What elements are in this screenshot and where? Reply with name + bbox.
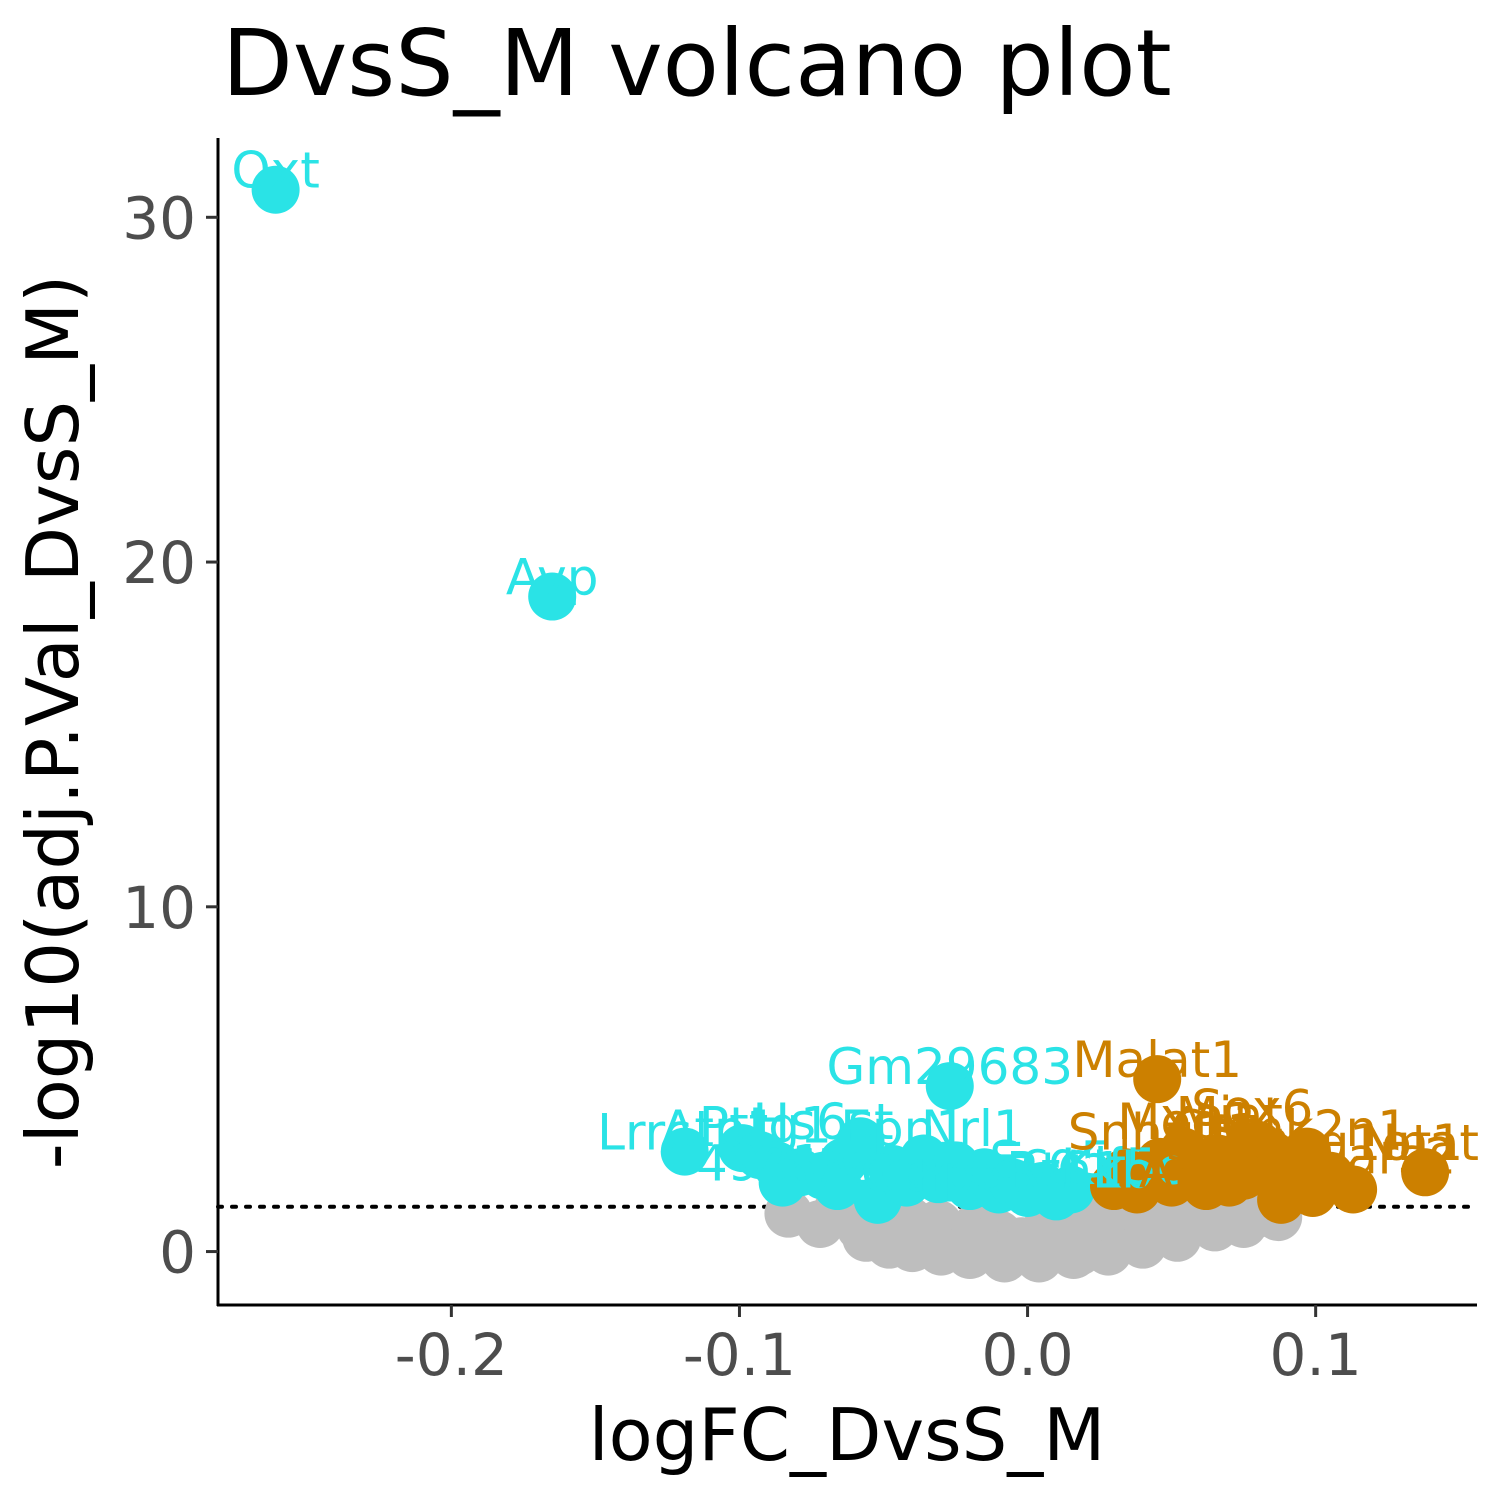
data-point-down (528, 572, 577, 621)
gene-label: Nnat (1360, 1114, 1479, 1172)
x-tick-label: 0.0 (981, 1321, 1073, 1389)
gene-label: Sox6 (1191, 1079, 1313, 1137)
data-point-down (660, 1127, 709, 1176)
gene-label: Epn1 (840, 1100, 967, 1158)
data-point-ns (902, 1206, 951, 1255)
gene-label: Avp (506, 549, 599, 607)
gene-label: Meg3 (1117, 1093, 1254, 1151)
y-axis-title: -log10(adj.P.Val_DvsS_M) (11, 275, 95, 1170)
data-point-up (1401, 1148, 1450, 1197)
gene-label: Xist (1159, 1097, 1253, 1155)
gene-label: Miat (1176, 1086, 1283, 1144)
x-tick-label: -0.1 (683, 1321, 796, 1389)
data-point-ns (1015, 1234, 1064, 1283)
gene-label: Ppp3r1 (913, 1145, 1091, 1203)
y-tick-label: 10 (122, 874, 196, 942)
data-point-down (836, 1117, 885, 1166)
data-point-down (1046, 1165, 1095, 1214)
gene-label: 4632 (754, 1138, 881, 1196)
gene-label: Scg5 (989, 1131, 1112, 1189)
data-point-down (925, 1062, 974, 1111)
gene-label: 4931 (696, 1135, 823, 1193)
data-point-down (251, 165, 300, 214)
data-point-up (1089, 1162, 1138, 1211)
gene-label: Camk2n1 (1170, 1100, 1409, 1158)
y-tick-label: 30 (122, 184, 196, 252)
gene-label: Nrl1 (921, 1100, 1025, 1158)
data-point-ns (980, 1234, 1029, 1283)
gene-label: Hs6st (752, 1093, 893, 1151)
data-point-down (758, 1158, 807, 1207)
points-layer (251, 165, 1450, 1283)
axes-layer: -0.2 -0.1 0.0 0.1 0 10 20 30 (122, 138, 1477, 1389)
chart-title: DvsS_M volcano plot (222, 10, 1172, 117)
x-tick-label: -0.2 (395, 1321, 508, 1389)
y-tick-label: 0 (159, 1219, 196, 1287)
gene-label: Kcnq1ot1 (1226, 1114, 1464, 1172)
gene-label: Ahi1 (1139, 1142, 1251, 1200)
gene-label: Pttg1 (699, 1097, 832, 1155)
gene-label: Snhg11 (1068, 1104, 1258, 1162)
gene-label: Kif5c (1061, 1138, 1185, 1196)
gene-label: Tsix (1269, 1138, 1362, 1196)
x-axis-title: logFC_DvsS_M (589, 1393, 1106, 1477)
gene-label: Gpr37 (861, 1145, 1016, 1203)
y-tick-label: 20 (122, 529, 196, 597)
gene-label: Actb (819, 1142, 931, 1200)
data-point-up (1283, 1127, 1332, 1176)
gene-label: Lars2 (1319, 1128, 1456, 1186)
data-point-ns (1153, 1213, 1202, 1262)
data-point-down (813, 1162, 862, 1211)
gene-label: Rtn1 (1006, 1142, 1124, 1200)
gene-label: Ckb (1058, 1142, 1154, 1200)
data-point-ns (945, 1231, 994, 1280)
gene-label: Atp1 (661, 1100, 777, 1158)
gene-label: Oxt (231, 142, 320, 200)
gene-label: Gm29683 (827, 1038, 1074, 1096)
gene-label: Malat1 (1072, 1031, 1242, 1089)
x-tick-label: 0.1 (1270, 1321, 1362, 1389)
gene-label: Lrrc (597, 1104, 691, 1162)
data-point-ns (842, 1213, 891, 1262)
gene-label: Rian (1211, 1110, 1322, 1168)
data-point-up (1133, 1055, 1182, 1104)
